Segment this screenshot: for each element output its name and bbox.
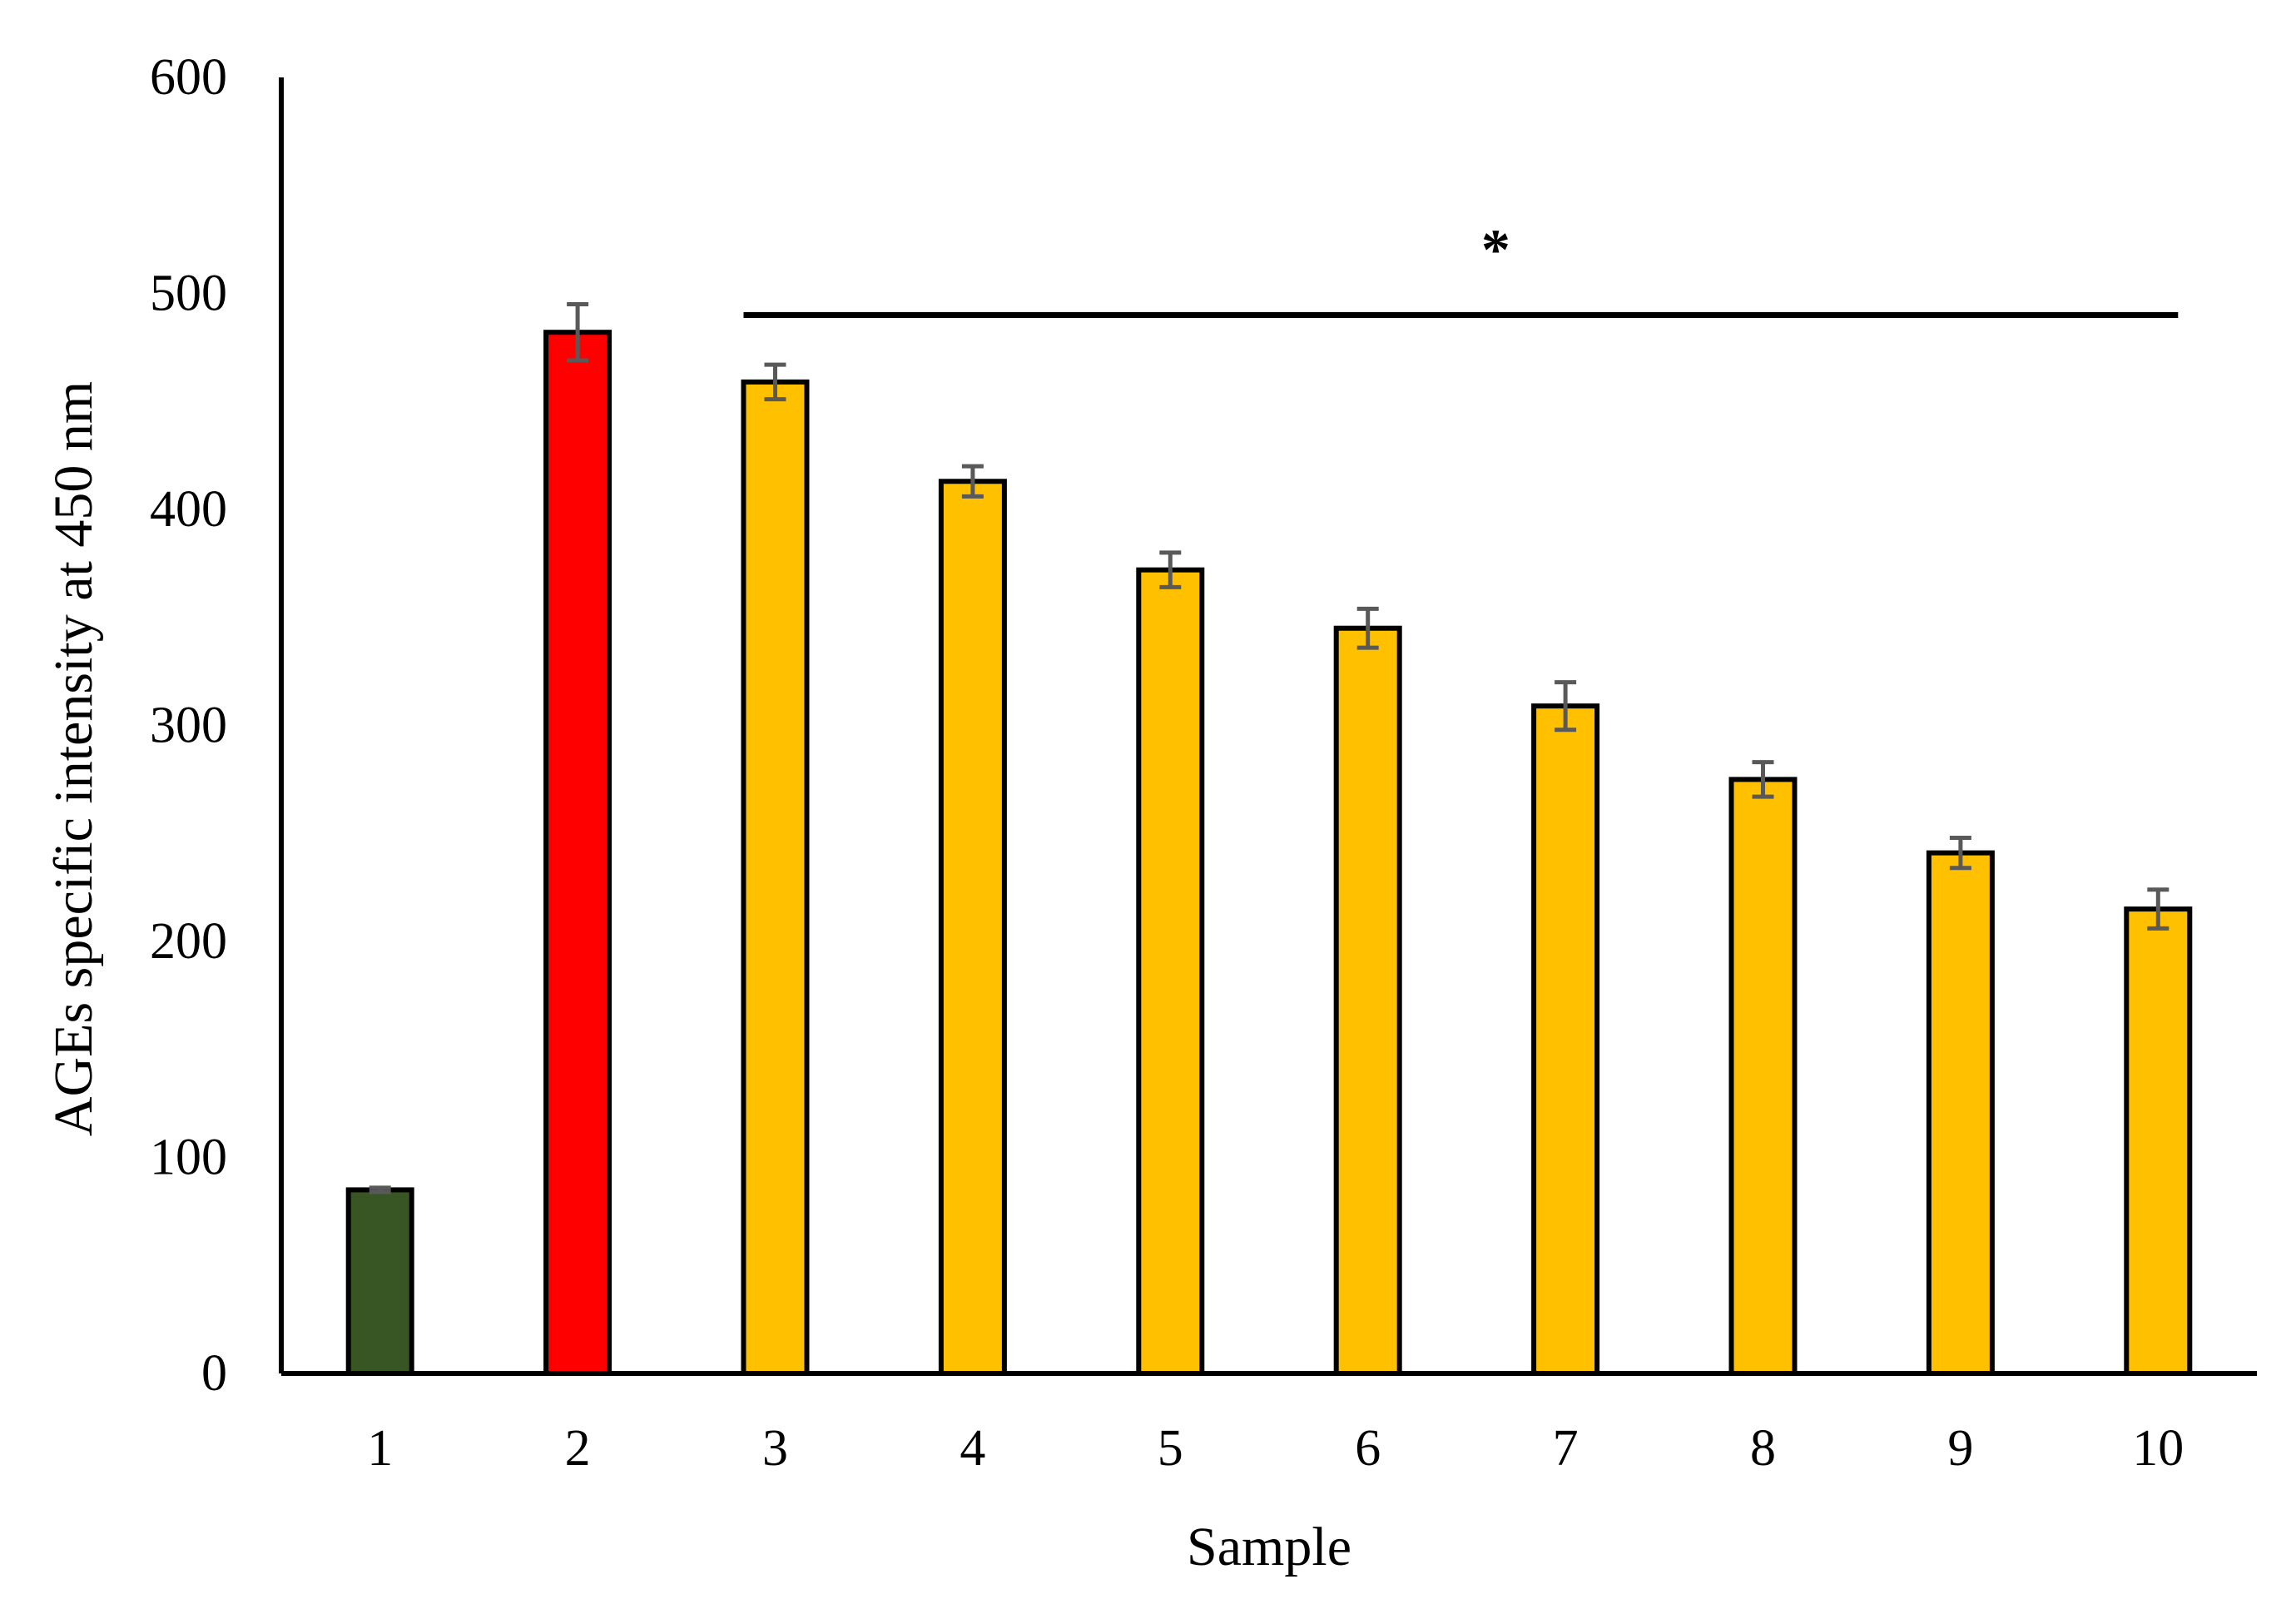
error-bar-2 bbox=[567, 301, 589, 363]
y-tick-label: 100 bbox=[150, 1130, 227, 1186]
error-bar-10 bbox=[2147, 887, 2170, 931]
x-tick-labels: 1 2 3 4 5 6 7 8 9 10 bbox=[367, 1420, 2184, 1477]
x-tick-label: 2 bbox=[565, 1420, 591, 1477]
x-tick-label: 8 bbox=[1750, 1420, 1776, 1477]
y-tick-label: 0 bbox=[201, 1345, 227, 1402]
x-axis-title: Sample bbox=[1187, 1517, 1351, 1577]
y-tick-label: 600 bbox=[150, 49, 227, 106]
x-tick-label: 7 bbox=[1553, 1420, 1579, 1477]
y-tick-label: 400 bbox=[150, 481, 227, 538]
bar-5 bbox=[1136, 567, 1205, 1376]
bar-2 bbox=[543, 330, 612, 1377]
x-tick-label: 5 bbox=[1158, 1420, 1183, 1477]
bar-7 bbox=[1531, 703, 1600, 1376]
x-tick-label: 4 bbox=[960, 1420, 985, 1477]
y-tick-label: 200 bbox=[150, 913, 227, 970]
x-tick-label: 6 bbox=[1355, 1420, 1381, 1477]
bars bbox=[345, 330, 2193, 1377]
error-bar-8 bbox=[1752, 760, 1774, 799]
bar-8 bbox=[1728, 777, 1798, 1376]
bar-10 bbox=[2124, 906, 2193, 1376]
bar-6 bbox=[1333, 625, 1402, 1376]
bar-3 bbox=[741, 379, 810, 1376]
error-bar-7 bbox=[1555, 680, 1577, 733]
bar-1 bbox=[345, 1187, 414, 1377]
significance-marker: * bbox=[1481, 218, 1510, 282]
error-bar-9 bbox=[1949, 835, 1971, 871]
y-tick-label: 300 bbox=[150, 698, 227, 754]
x-tick-label: 3 bbox=[762, 1420, 788, 1477]
y-axis-title: AGEs specific intensity at 450 nm bbox=[43, 381, 104, 1136]
y-tick-labels: 0 100 200 300 400 500 600 bbox=[150, 49, 227, 1402]
error-bar-3 bbox=[764, 362, 786, 402]
significance-annotation: * bbox=[743, 218, 2179, 318]
x-tick-label: 10 bbox=[2132, 1420, 2184, 1477]
error-bar-1 bbox=[369, 1185, 391, 1194]
x-tick-label: 1 bbox=[367, 1420, 393, 1477]
error-bar-5 bbox=[1159, 550, 1182, 589]
bar-9 bbox=[1926, 850, 1995, 1376]
error-bar-6 bbox=[1356, 606, 1379, 650]
y-tick-label: 500 bbox=[150, 266, 227, 322]
error-bars bbox=[369, 301, 2170, 1194]
x-tick-label: 9 bbox=[1947, 1420, 1973, 1477]
bar-4 bbox=[938, 479, 1007, 1376]
error-bar-4 bbox=[961, 464, 984, 499]
